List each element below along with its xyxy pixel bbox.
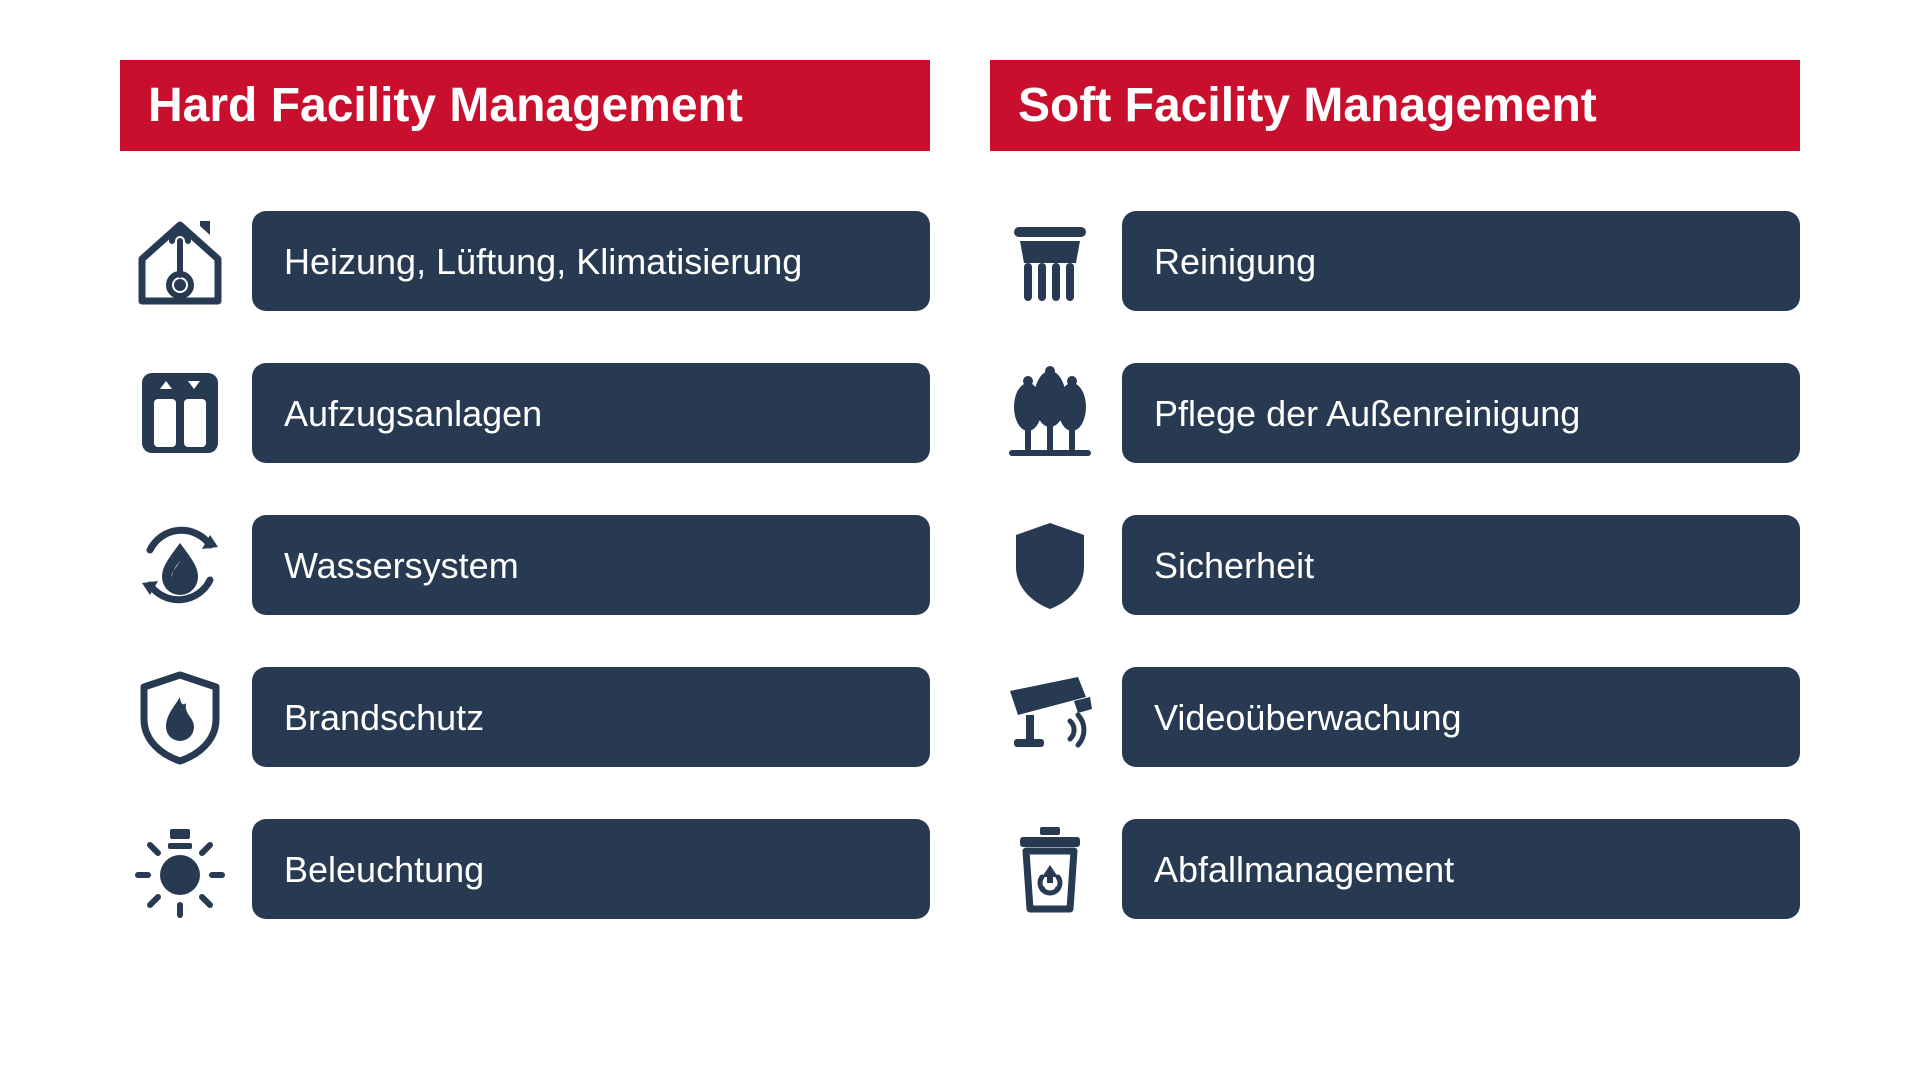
water-cycle-icon <box>120 505 240 625</box>
label-waste: Abfallmanagement <box>1122 819 1800 919</box>
label-water: Wassersystem <box>252 515 930 615</box>
shield-icon <box>990 505 1110 625</box>
house-thermometer-icon <box>120 201 240 321</box>
recycle-bin-icon <box>990 809 1110 929</box>
label-elevator: Aufzugsanlagen <box>252 363 930 463</box>
row-cleaning: Reinigung <box>990 201 1800 321</box>
row-water: Wassersystem <box>120 505 930 625</box>
brush-icon <box>990 201 1110 321</box>
label-light: Beleuchtung <box>252 819 930 919</box>
lightbulb-icon <box>120 809 240 929</box>
row-security: Sicherheit <box>990 505 1800 625</box>
row-light: Beleuchtung <box>120 809 930 929</box>
row-waste: Abfallmanagement <box>990 809 1800 929</box>
label-hvac: Heizung, Lüftung, Klimatisierung <box>252 211 930 311</box>
trees-icon <box>990 353 1110 473</box>
fire-shield-icon <box>120 657 240 777</box>
left-header: Hard Facility Management <box>120 60 930 151</box>
row-hvac: Heizung, Lüftung, Klimatisierung <box>120 201 930 321</box>
label-outdoor: Pflege der Außenreinigung <box>1122 363 1800 463</box>
label-fire: Brandschutz <box>252 667 930 767</box>
label-security: Sicherheit <box>1122 515 1800 615</box>
label-cctv: Videoüberwachung <box>1122 667 1800 767</box>
right-header: Soft Facility Management <box>990 60 1800 151</box>
cctv-icon <box>990 657 1110 777</box>
infographic-wrap: Hard Facility Management Heizung, Lüftun… <box>120 60 1800 961</box>
right-column: Soft Facility Management Reinigung <box>990 60 1800 961</box>
left-column: Hard Facility Management Heizung, Lüftun… <box>120 60 930 961</box>
row-cctv: Videoüberwachung <box>990 657 1800 777</box>
row-fire: Brandschutz <box>120 657 930 777</box>
row-outdoor: Pflege der Außenreinigung <box>990 353 1800 473</box>
elevator-icon <box>120 353 240 473</box>
row-elevator: Aufzugsanlagen <box>120 353 930 473</box>
label-cleaning: Reinigung <box>1122 211 1800 311</box>
